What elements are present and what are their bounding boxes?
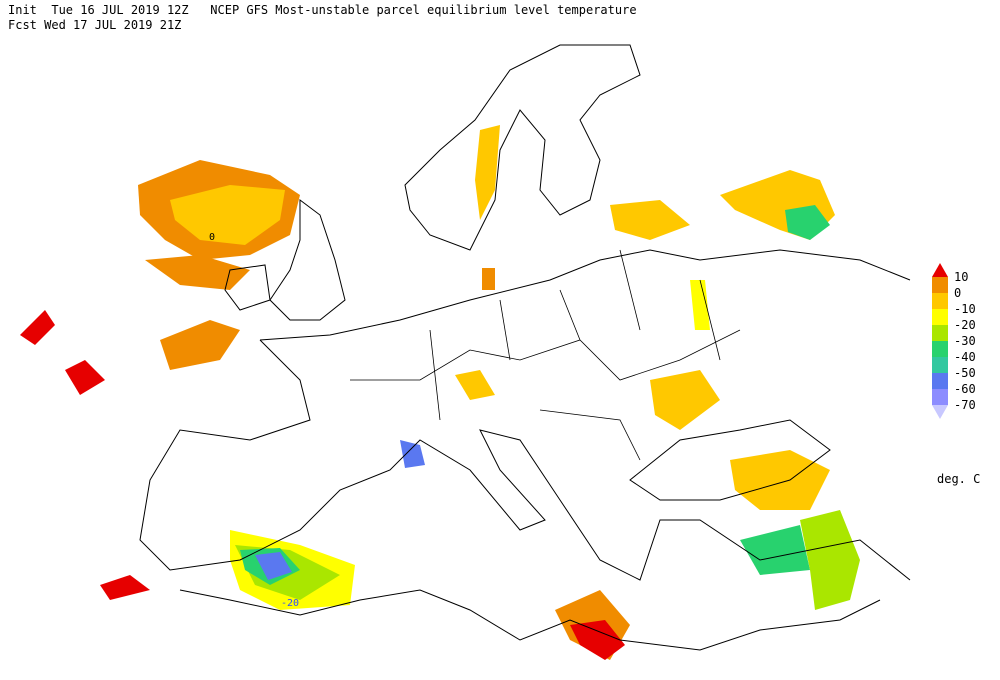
legend-swatch	[932, 325, 948, 341]
coastline	[404, 44, 641, 251]
legend-swatch	[932, 277, 948, 293]
coastlines	[139, 44, 911, 651]
legend-unit: deg. C	[937, 472, 980, 486]
contour-label: 0	[209, 232, 215, 243]
header-line: Init Tue 16 JUL 2019 12Z NCEP GFS Most-u…	[8, 3, 637, 17]
legend-label: -50	[954, 366, 976, 380]
fields	[20, 125, 860, 660]
field-area	[482, 268, 495, 290]
legend-label: -70	[954, 398, 976, 412]
field-area	[570, 620, 625, 660]
border	[350, 249, 741, 461]
field-area	[740, 525, 810, 575]
legend: 10 0 -10 -20 -30 -40 -50 -60 -70	[932, 263, 976, 419]
coastline	[629, 419, 831, 501]
legend-swatch	[932, 357, 948, 373]
field-area	[690, 280, 710, 330]
field-area	[800, 510, 860, 610]
coastline	[269, 199, 346, 321]
field-area	[785, 205, 830, 240]
field-area	[610, 200, 690, 240]
legend-swatch	[932, 293, 948, 309]
field-area	[400, 440, 425, 468]
legend-label: -30	[954, 334, 976, 348]
legend-label: -60	[954, 382, 976, 396]
field-area	[100, 575, 150, 600]
legend-label: -40	[954, 350, 976, 364]
contour-label: -20	[281, 598, 299, 609]
field-area	[65, 360, 105, 395]
field-area	[255, 552, 292, 580]
legend-swatch	[932, 263, 948, 277]
legend-label: 10	[954, 270, 968, 284]
legend-label: 0	[954, 286, 961, 300]
field-area	[455, 370, 495, 400]
coastline	[179, 589, 881, 651]
coastline	[259, 249, 911, 341]
header-line: Fcst Wed 17 JUL 2019 21Z	[8, 18, 181, 32]
field-area	[160, 320, 240, 370]
field-area	[730, 450, 830, 510]
legend-swatch	[932, 389, 948, 405]
field-area	[170, 185, 285, 245]
legend-swatch	[932, 309, 948, 325]
field-area	[145, 255, 250, 290]
coastline	[139, 339, 911, 581]
legend-label: -20	[954, 318, 976, 332]
field-area	[20, 310, 55, 345]
legend-label: -10	[954, 302, 976, 316]
field-area	[475, 125, 500, 220]
legend-swatch	[932, 373, 948, 389]
coastline	[224, 264, 271, 311]
legend-swatch	[932, 341, 948, 357]
field-area	[650, 370, 720, 430]
legend-swatch	[932, 405, 948, 419]
